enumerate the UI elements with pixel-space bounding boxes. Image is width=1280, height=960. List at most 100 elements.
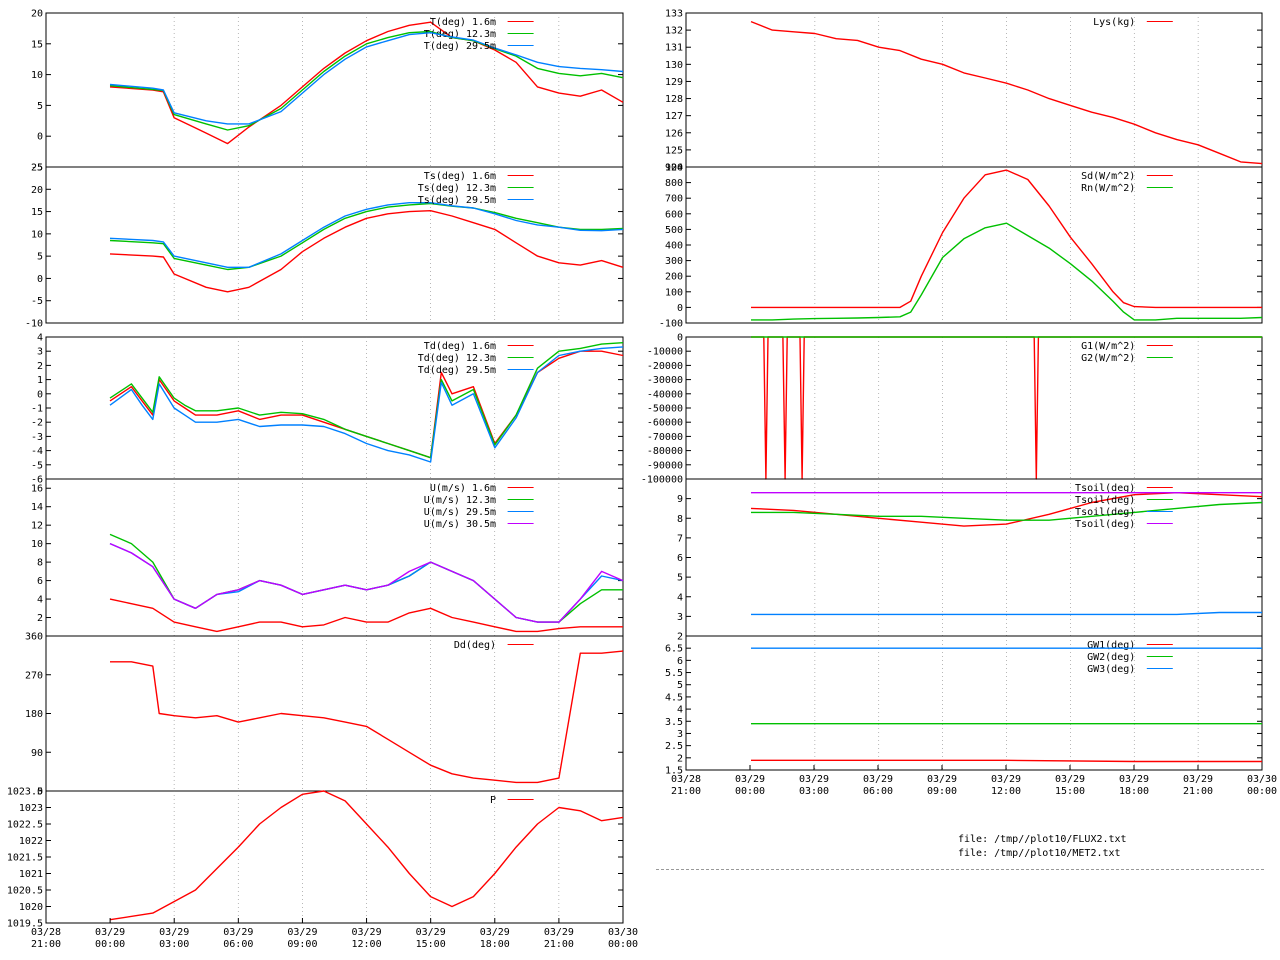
y-tick-label: 1023 <box>19 803 43 814</box>
x-tick-time: 09:00 <box>927 786 957 797</box>
y-tick-label: -100 <box>659 319 683 330</box>
x-tick-time: 21:00 <box>671 786 701 797</box>
y-tick-label: 16 <box>31 484 43 495</box>
series-line-pressure-0 <box>109 790 624 921</box>
y-tick-label: 0 <box>37 274 43 285</box>
panel-frame-gw-temp <box>685 635 1263 771</box>
x-tick-time: 06:00 <box>223 939 253 950</box>
y-tick-label: 5 <box>677 573 683 584</box>
y-tick-label: 6.5 <box>665 644 683 655</box>
x-tick-date: 03/28 <box>31 927 61 938</box>
legend-label: U(m/s) 30.5m <box>424 519 496 530</box>
series-line-sensor-temp-1 <box>109 202 624 271</box>
y-tick-label: 15 <box>31 39 43 50</box>
y-tick-label: 800 <box>665 178 683 189</box>
y-tick-label: 5.5 <box>665 668 683 679</box>
y-tick-label: -100000 <box>641 475 683 486</box>
y-tick-label: 360 <box>25 632 43 643</box>
y-tick-label: 2 <box>37 613 43 624</box>
x-tick-date: 03/29 <box>1119 774 1149 785</box>
x-tick-time: 00:00 <box>735 786 765 797</box>
legend-label: Td(deg) 29.5m <box>418 365 496 376</box>
legend-label: G1(W/m^2) <box>1081 341 1135 352</box>
y-tick-label: -4 <box>31 446 43 457</box>
y-tick-label: 132 <box>665 26 683 37</box>
legend-label: U(m/s) 29.5m <box>424 507 496 518</box>
y-tick-label: 14 <box>31 502 43 513</box>
file-list: file: /tmp//plot10/FLUX2.txt file: /tmp//… <box>958 833 1127 861</box>
y-tick-label: 1022.5 <box>7 820 43 831</box>
legend-label: Ts(deg) 1.6m <box>424 171 496 182</box>
legend-label: P <box>490 795 496 806</box>
y-tick-label: 0 <box>37 389 43 400</box>
y-tick-label: -40000 <box>647 389 683 400</box>
y-tick-label: 1023.5 <box>7 787 43 798</box>
y-tick-label: 129 <box>665 77 683 88</box>
y-tick-label: 128 <box>665 94 683 105</box>
y-tick-label: -5 <box>31 296 43 307</box>
series-line-air-temp-2 <box>109 32 624 125</box>
y-tick-label: 125 <box>665 145 683 156</box>
panel-frame-sensor-temp <box>45 166 624 324</box>
legend-label: G2(W/m^2) <box>1081 353 1135 364</box>
series-line-gw-temp-0 <box>751 759 1262 763</box>
legend-label: Ts(deg) 29.5m <box>418 195 496 206</box>
legend-label: Td(deg) 12.3m <box>418 353 496 364</box>
y-tick-label: 6 <box>677 656 683 667</box>
legend-label: Rn(W/m^2) <box>1081 183 1135 194</box>
panel-frame-wind-dir <box>45 635 624 792</box>
y-tick-label: 1.5 <box>665 766 683 777</box>
x-tick-date: 03/29 <box>416 927 446 938</box>
y-tick-label: 2 <box>677 632 683 643</box>
y-tick-label: 5 <box>37 101 43 112</box>
y-tick-label: 270 <box>25 670 43 681</box>
series-line-radiation-1 <box>751 222 1263 321</box>
legend-label: Ts(deg) 12.3m <box>418 183 496 194</box>
x-tick-date: 03/29 <box>1183 774 1213 785</box>
y-tick-label: 15 <box>31 207 43 218</box>
y-tick-label: 8 <box>677 514 683 525</box>
legend-label: GW2(deg) <box>1087 652 1135 663</box>
y-tick-label: 900 <box>665 163 683 174</box>
series-line-soil-temp-2 <box>751 611 1262 616</box>
x-tick-date: 03/29 <box>352 927 382 938</box>
x-tick-time: 21:00 <box>31 939 61 950</box>
legend-label: Sd(W/m^2) <box>1081 171 1135 182</box>
series-line-wind-dir-0 <box>110 650 624 784</box>
series-line-dew-point-2 <box>109 346 624 463</box>
y-tick-label: -1 <box>31 404 43 415</box>
y-tick-label: 1020.5 <box>7 886 43 897</box>
x-tick-time: 06:00 <box>863 786 893 797</box>
y-tick-label: 12 <box>31 521 43 532</box>
x-tick-time: 03:00 <box>799 786 829 797</box>
legend-label: GW1(deg) <box>1087 640 1135 651</box>
x-tick-time: 15:00 <box>416 939 446 950</box>
y-tick-label: 6 <box>677 553 683 564</box>
x-tick-time: 12:00 <box>352 939 382 950</box>
y-tick-label: 1021 <box>19 869 43 880</box>
y-tick-label: 4 <box>37 333 43 344</box>
y-tick-label: 400 <box>665 241 683 252</box>
y-tick-label: 10 <box>31 539 43 550</box>
y-tick-label: 25 <box>31 163 43 174</box>
x-tick-date: 03/29 <box>287 927 317 938</box>
legend-label: Tsoil(deg) <box>1075 507 1135 518</box>
x-tick-time: 18:00 <box>1119 786 1149 797</box>
y-tick-label: 126 <box>665 128 683 139</box>
x-tick-date: 03/29 <box>927 774 957 785</box>
series-line-dew-point-1 <box>109 342 624 459</box>
x-tick-date: 03/29 <box>799 774 829 785</box>
y-tick-label: -3 <box>31 432 43 443</box>
file-path-flux: file: /tmp//plot10/FLUX2.txt <box>958 834 1127 845</box>
y-tick-label: 0 <box>677 333 683 344</box>
y-tick-label: 1020 <box>19 902 43 913</box>
x-tick-date: 03/29 <box>95 927 125 938</box>
y-tick-label: -10000 <box>647 347 683 358</box>
panel-frame-soil-temp <box>685 478 1263 637</box>
y-tick-label: 10 <box>31 70 43 81</box>
dashed-separator <box>656 869 1264 870</box>
file-path-met: file: /tmp//plot10/MET2.txt <box>958 848 1121 859</box>
series-line-soil-temp-0 <box>750 492 1263 527</box>
y-tick-label: -10 <box>25 319 43 330</box>
y-tick-label: 0 <box>37 787 43 798</box>
